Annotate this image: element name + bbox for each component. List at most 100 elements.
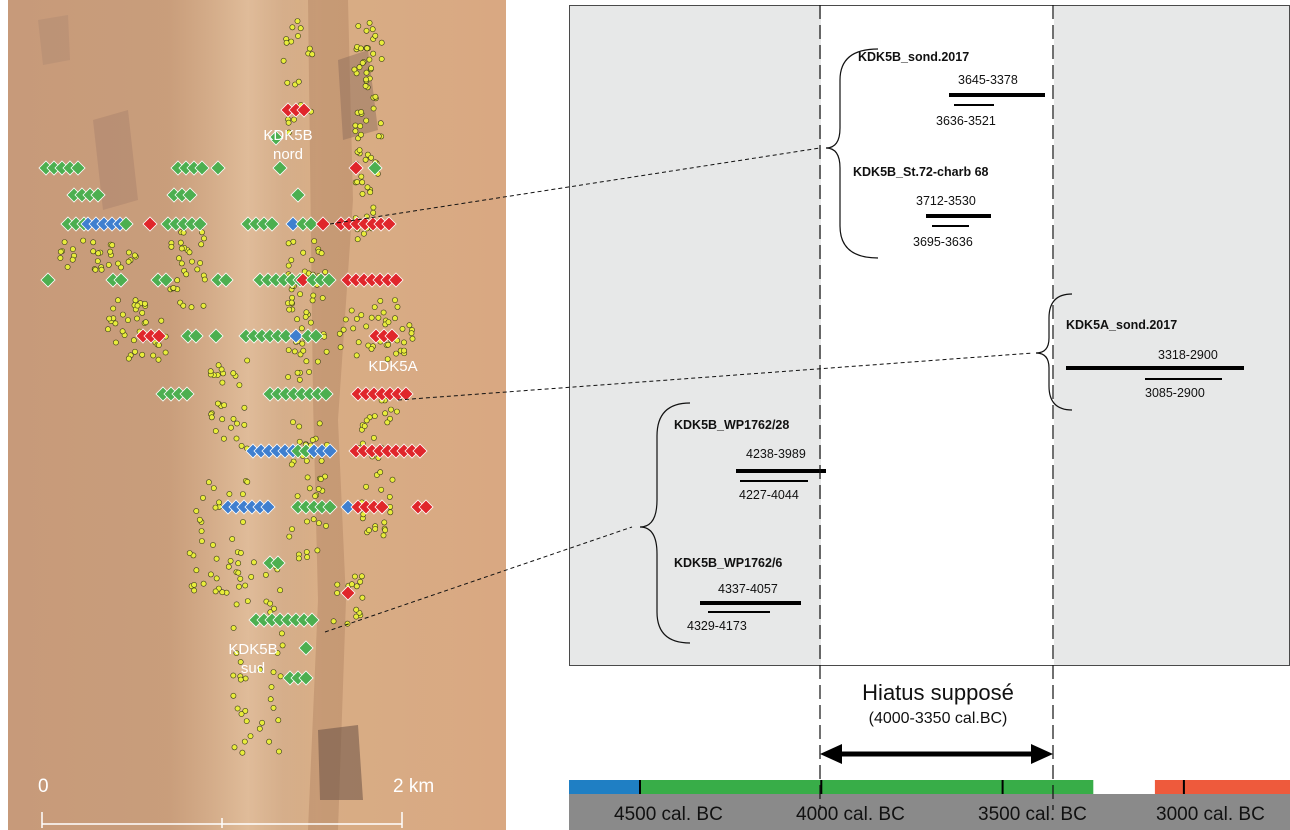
survey-point [141,300,148,307]
survey-point [377,120,384,127]
survey-point [315,486,322,492]
bar-68-kdk5a-sond-2017 [1145,378,1222,380]
survey-point [296,438,303,445]
survey-point [208,414,215,421]
survey-point [80,237,87,244]
survey-point [268,684,275,690]
survey-point [388,406,394,413]
survey-point [277,673,284,680]
survey-point [353,613,360,620]
survey-point [242,582,249,589]
survey-point [363,117,370,124]
survey-point [226,491,233,497]
survey-point [237,659,244,665]
survey-point [362,83,369,89]
rock-outcrop [38,15,70,65]
survey-point [243,718,250,724]
survey-point [241,404,248,411]
survey-point [250,559,257,566]
survey-point [370,105,377,112]
survey-point [385,341,391,348]
green-site-marker [70,160,86,176]
survey-point [238,442,245,449]
survey-point [366,19,373,26]
range-68-kdk5b-st72: 3695-3636 [913,235,973,249]
survey-point [115,297,121,304]
survey-point [319,295,326,301]
survey-point [186,550,193,556]
survey-point [155,356,162,363]
survey-point [372,93,379,100]
survey-point [363,483,369,490]
survey-point [336,330,343,337]
hiatus-arrow-left-head [820,744,842,764]
survey-point [359,60,366,66]
survey-point [294,18,301,24]
survey-point [297,25,304,32]
survey-point [375,133,382,140]
survey-point [256,725,263,732]
survey-point [200,580,207,587]
hiatus-arrow-right-head [1031,744,1053,764]
survey-point [334,590,340,596]
green-site-marker [278,328,294,344]
survey-point [294,316,300,323]
bar-68-kdk5b-wp1762-28 [740,480,808,482]
survey-point [231,744,238,751]
hiatus-subtitle: (4000-3350 cal.BC) [868,710,1008,727]
dating-panel: KDK5B_sond.2017 3645-3378 3636-3521 KDK5… [569,5,1290,666]
survey-point [309,297,316,304]
green-site-marker [298,640,314,656]
survey-point [288,299,295,306]
blue-site-marker [260,499,276,515]
survey-point [270,669,277,675]
survey-point [178,245,185,252]
survey-point [367,189,374,196]
survey-point [385,319,392,325]
survey-point [289,24,296,31]
survey-point [219,589,226,596]
survey-point [330,618,337,625]
label-kdk5b-sud-line1: KDK5B [228,641,278,658]
survey-point [291,348,298,355]
green-site-marker [264,216,280,232]
sample-name-kdk5b-wp1762-28: KDK5B_WP1762/28 [674,418,790,432]
survey-point [318,250,325,257]
survey-point [176,255,182,262]
survey-point [200,494,206,501]
survey-point [285,119,292,126]
survey-point [381,519,388,526]
survey-point [380,532,387,539]
hiatus-band [821,6,1054,665]
survey-point [355,23,362,29]
survey-point [408,330,415,337]
range-95-kdk5b-wp1762-28: 4238-3989 [746,447,806,461]
tick-label-3000: 3000 cal. BC [1156,804,1265,825]
survey-point [378,39,385,46]
red-site-marker [412,443,428,459]
survey-point [304,474,311,481]
survey-point [348,581,355,588]
survey-point [242,708,249,714]
green-site-marker [272,160,288,176]
survey-point [234,705,241,712]
survey-point [214,400,221,407]
survey-point [90,248,97,255]
bar-68-kdk5b-wp1762-6 [708,611,770,613]
rock-outcrop [318,725,363,800]
survey-point [300,347,307,354]
green-site-marker [179,386,195,402]
bar-68-kdk5b-sond-2017 [954,104,994,106]
range-95-kdk5a-sond-2017: 3318-2900 [1158,348,1218,362]
survey-point [64,264,71,270]
survey-point [378,56,385,62]
survey-point [358,109,364,115]
survey-point [354,236,361,243]
survey-point [215,362,222,369]
survey-point [270,705,277,711]
survey-point [370,50,377,57]
green-site-marker [113,272,129,288]
survey-point [370,204,377,211]
timeline-segment [569,780,640,794]
survey-point [207,368,214,375]
